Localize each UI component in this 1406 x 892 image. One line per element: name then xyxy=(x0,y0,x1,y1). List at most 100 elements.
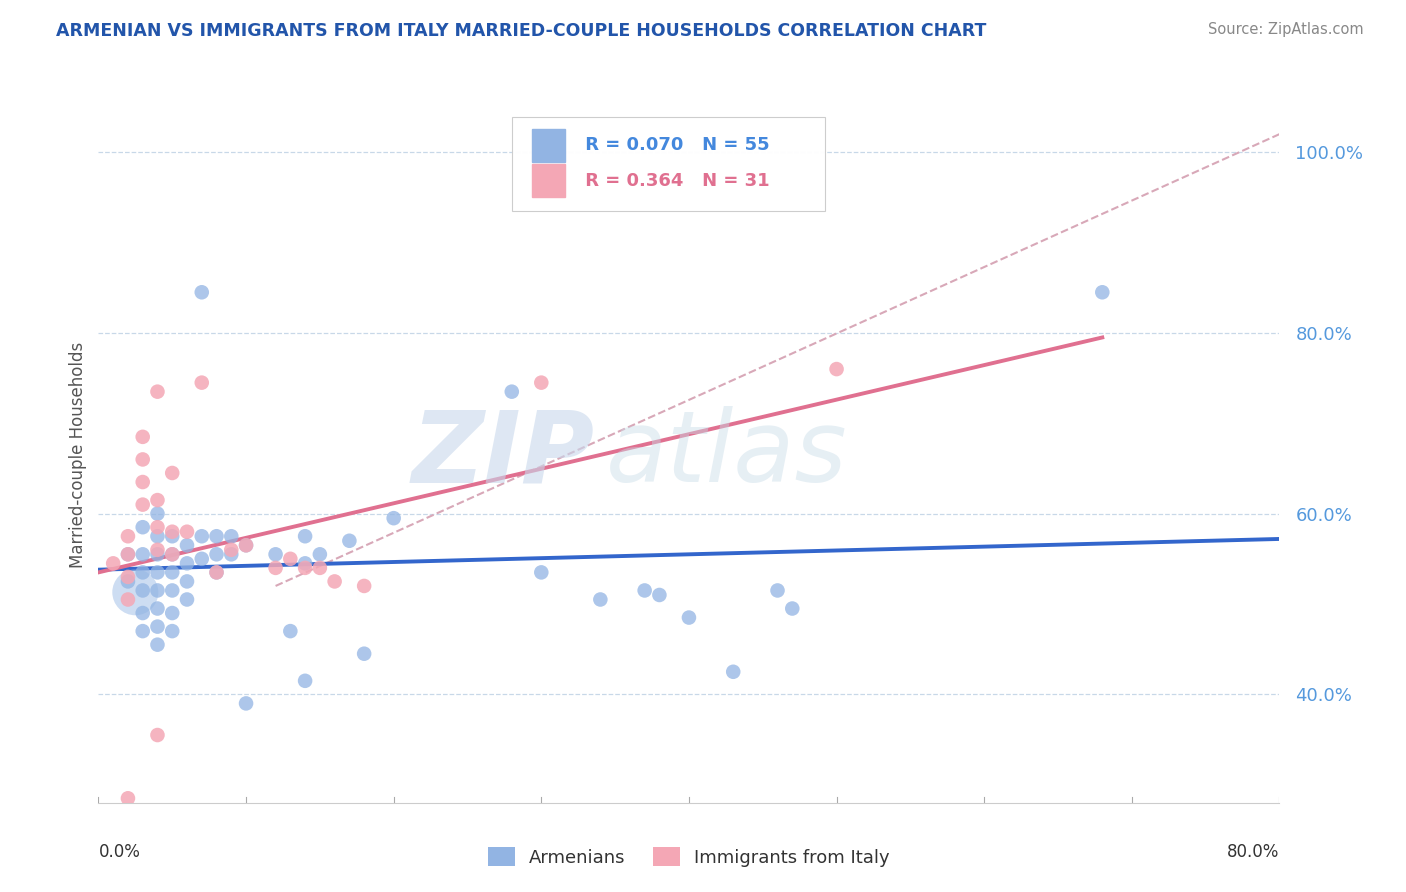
Text: R = 0.070   N = 55: R = 0.070 N = 55 xyxy=(579,136,769,154)
Point xyxy=(294,529,316,543)
Point xyxy=(589,592,612,607)
Point xyxy=(146,520,169,534)
Point xyxy=(162,547,183,561)
Point xyxy=(191,551,214,566)
Point xyxy=(530,566,553,580)
Point xyxy=(264,561,287,575)
Point xyxy=(309,547,332,561)
Y-axis label: Married-couple Households: Married-couple Households xyxy=(69,342,87,568)
Point xyxy=(721,665,744,679)
Point xyxy=(146,547,169,561)
Point xyxy=(766,583,789,598)
Point xyxy=(162,524,183,539)
Point xyxy=(162,466,183,480)
Point xyxy=(146,638,169,652)
Point xyxy=(648,588,671,602)
Point xyxy=(162,566,183,580)
Text: ZIP: ZIP xyxy=(412,407,595,503)
Point xyxy=(337,533,360,548)
Point xyxy=(146,542,169,557)
Point xyxy=(264,547,287,561)
Point xyxy=(176,524,198,539)
Point xyxy=(124,585,146,599)
Text: 0.0%: 0.0% xyxy=(98,843,141,861)
Point xyxy=(132,430,155,444)
Point xyxy=(205,547,228,561)
Legend: Armenians, Immigrants from Italy: Armenians, Immigrants from Italy xyxy=(481,840,897,874)
Point xyxy=(146,529,169,543)
Point xyxy=(132,624,155,639)
Point xyxy=(146,566,169,580)
Point xyxy=(117,529,139,543)
Point xyxy=(176,574,198,589)
Point xyxy=(146,728,169,742)
Point xyxy=(162,583,183,598)
Point xyxy=(353,579,375,593)
Point xyxy=(205,566,228,580)
Point xyxy=(176,592,198,607)
Point xyxy=(146,583,169,598)
Point xyxy=(162,624,183,639)
Text: atlas: atlas xyxy=(606,407,848,503)
Point xyxy=(191,529,214,543)
Point xyxy=(235,697,257,711)
Point xyxy=(162,606,183,620)
Point xyxy=(323,574,346,589)
Point xyxy=(132,547,155,561)
Point xyxy=(146,507,169,521)
Point xyxy=(146,619,169,633)
Bar xyxy=(531,128,565,162)
Point xyxy=(219,529,242,543)
Point xyxy=(205,566,228,580)
Point xyxy=(103,557,125,571)
FancyBboxPatch shape xyxy=(512,118,825,211)
Point xyxy=(132,452,155,467)
Point xyxy=(219,547,242,561)
Point xyxy=(205,529,228,543)
Point xyxy=(219,542,242,557)
Point xyxy=(353,647,375,661)
Point xyxy=(162,547,183,561)
Point xyxy=(146,493,169,508)
Point xyxy=(678,610,700,624)
Point xyxy=(162,529,183,543)
Point xyxy=(782,601,804,615)
Point xyxy=(382,511,405,525)
Point xyxy=(146,384,169,399)
Point xyxy=(117,570,139,584)
Text: R = 0.364   N = 31: R = 0.364 N = 31 xyxy=(579,172,769,190)
Point xyxy=(294,673,316,688)
Point xyxy=(235,538,257,552)
Point xyxy=(146,601,169,615)
Point xyxy=(530,376,553,390)
Point xyxy=(278,551,302,566)
Point xyxy=(825,362,848,376)
Point xyxy=(117,791,139,805)
Point xyxy=(191,376,214,390)
Point xyxy=(117,574,139,589)
Point xyxy=(176,557,198,571)
Point xyxy=(132,475,155,489)
Point xyxy=(132,566,155,580)
Point xyxy=(117,592,139,607)
Point xyxy=(117,547,139,561)
Point xyxy=(633,583,655,598)
Point xyxy=(117,547,139,561)
Point xyxy=(235,538,257,552)
Text: ARMENIAN VS IMMIGRANTS FROM ITALY MARRIED-COUPLE HOUSEHOLDS CORRELATION CHART: ARMENIAN VS IMMIGRANTS FROM ITALY MARRIE… xyxy=(56,22,987,40)
Point xyxy=(309,561,332,575)
Point xyxy=(132,606,155,620)
Point xyxy=(132,520,155,534)
Point xyxy=(501,384,523,399)
Point xyxy=(294,561,316,575)
Text: 80.0%: 80.0% xyxy=(1227,843,1279,861)
Point xyxy=(132,498,155,512)
Point xyxy=(176,538,198,552)
Text: Source: ZipAtlas.com: Source: ZipAtlas.com xyxy=(1208,22,1364,37)
Point xyxy=(132,583,155,598)
Point xyxy=(294,557,316,571)
Bar xyxy=(531,164,565,197)
Point xyxy=(1091,285,1114,300)
Point xyxy=(278,624,302,639)
Point xyxy=(191,285,214,300)
